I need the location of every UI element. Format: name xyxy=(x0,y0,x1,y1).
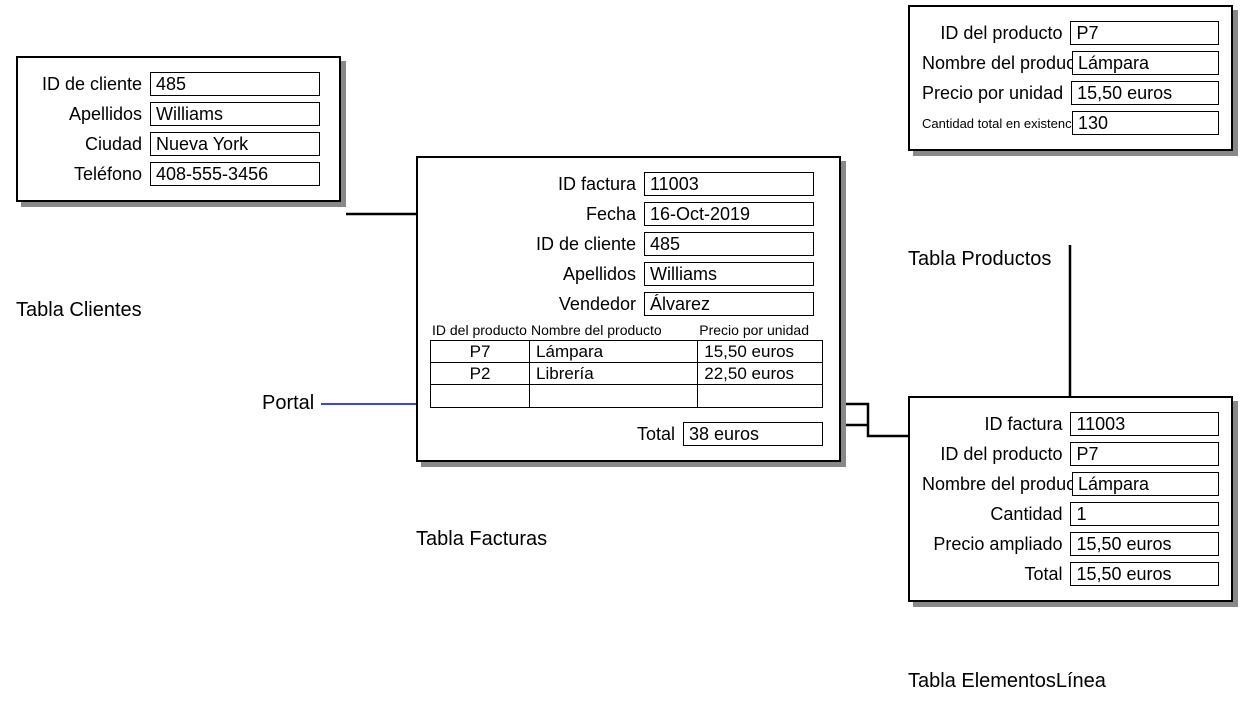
facturas-row-0: ID factura11003 xyxy=(424,172,823,196)
facturas-row-1: Fecha16-Oct-2019 xyxy=(424,202,823,226)
clientes-label-3: Teléfono xyxy=(30,164,150,185)
productos-value-1: Lámpara xyxy=(1072,51,1219,75)
elementos-row-4: Precio ampliado15,50 euros xyxy=(922,532,1219,556)
portal-row-0: P7Lámpara15,50 euros xyxy=(431,341,822,363)
clientes-value-1: Williams xyxy=(150,102,320,126)
elementos-label-4: Precio ampliado xyxy=(922,534,1070,555)
elementos-value-2: Lámpara xyxy=(1072,472,1219,496)
clientes-value-0: 485 xyxy=(150,72,320,96)
portal-header-0: ID del producto xyxy=(432,322,531,338)
portal-header-1: Nombre del producto xyxy=(531,322,699,338)
elementos-label-0: ID factura xyxy=(922,414,1070,435)
portal-headers: ID del producto Nombre del producto Prec… xyxy=(424,322,823,338)
facturas-label-4: Vendedor xyxy=(524,294,644,315)
facturas-label-3: Apellidos xyxy=(524,264,644,285)
caption-facturas: Tabla Facturas xyxy=(416,528,547,551)
productos-label-3: Cantidad total en existencias xyxy=(922,116,1072,131)
facturas-total-row: Total 38 euros xyxy=(424,422,823,446)
clientes-row-0: ID de cliente485 xyxy=(30,72,327,96)
elementos-row-2: Nombre del productoLámpara xyxy=(922,472,1219,496)
table-clientes: ID de cliente485ApellidosWilliamsCiudadN… xyxy=(16,56,341,202)
elementos-label-1: ID del producto xyxy=(922,444,1070,465)
clientes-row-3: Teléfono408-555-3456 xyxy=(30,162,327,186)
facturas-value-1: 16-Oct-2019 xyxy=(644,202,814,226)
table-facturas: ID factura11003Fecha16-Oct-2019ID de cli… xyxy=(416,156,841,462)
clientes-label-0: ID de cliente xyxy=(30,74,150,95)
elementos-label-2: Nombre del producto xyxy=(922,474,1072,495)
portal-row-2 xyxy=(431,385,822,407)
clientes-row-1: ApellidosWilliams xyxy=(30,102,327,126)
productos-row-1: Nombre del productoLámpara xyxy=(922,51,1219,75)
productos-row-0: ID del productoP7 xyxy=(922,21,1219,45)
facturas-label-2: ID de cliente xyxy=(524,234,644,255)
portal-cell-0-0: P7 xyxy=(431,341,530,363)
elementos-value-3: 1 xyxy=(1070,502,1219,526)
clientes-row-2: CiudadNueva York xyxy=(30,132,327,156)
elementos-value-4: 15,50 euros xyxy=(1070,532,1219,556)
portal-cell-1-0: P2 xyxy=(431,363,530,385)
facturas-total-value: 38 euros xyxy=(683,422,823,446)
facturas-value-3: Williams xyxy=(644,262,814,286)
elementos-row-5: Total15,50 euros xyxy=(922,562,1219,586)
portal-cell-0-1: Lámpara xyxy=(530,341,698,363)
productos-label-1: Nombre del producto xyxy=(922,53,1072,74)
productos-row-2: Precio por unidad15,50 euros xyxy=(922,81,1219,105)
caption-elementos: Tabla ElementosLínea xyxy=(908,670,1106,693)
caption-productos: Tabla Productos xyxy=(908,248,1051,271)
productos-value-3: 130 xyxy=(1072,111,1219,135)
elementos-value-0: 11003 xyxy=(1070,412,1219,436)
facturas-row-3: ApellidosWilliams xyxy=(424,262,823,286)
productos-label-2: Precio por unidad xyxy=(922,83,1071,104)
portal-row-1: P2Librería22,50 euros xyxy=(431,363,822,385)
portal-table: P7Lámpara15,50 eurosP2Librería22,50 euro… xyxy=(430,340,823,408)
clientes-label-2: Ciudad xyxy=(30,134,150,155)
table-elementos: ID factura11003ID del productoP7Nombre d… xyxy=(908,396,1233,602)
clientes-value-3: 408-555-3456 xyxy=(150,162,320,186)
elementos-value-5: 15,50 euros xyxy=(1070,562,1219,586)
portal-label: Portal xyxy=(262,392,314,415)
productos-value-2: 15,50 euros xyxy=(1071,81,1219,105)
portal-cell-1-2: 22,50 euros xyxy=(698,363,822,385)
elementos-value-1: P7 xyxy=(1070,442,1219,466)
elementos-row-0: ID factura11003 xyxy=(922,412,1219,436)
elementos-row-1: ID del productoP7 xyxy=(922,442,1219,466)
facturas-row-4: VendedorÁlvarez xyxy=(424,292,823,316)
portal-cell-2-1 xyxy=(530,385,698,407)
portal-cell-1-1: Librería xyxy=(530,363,698,385)
facturas-row-2: ID de cliente485 xyxy=(424,232,823,256)
productos-label-0: ID del producto xyxy=(922,23,1070,44)
portal-cell-2-2 xyxy=(698,385,822,407)
facturas-value-2: 485 xyxy=(644,232,814,256)
table-productos: ID del productoP7 Nombre del productoLámp… xyxy=(908,5,1233,151)
diagram-canvas: ID de cliente485ApellidosWilliamsCiudadN… xyxy=(0,0,1253,715)
facturas-total-label: Total xyxy=(637,424,683,445)
productos-value-0: P7 xyxy=(1070,21,1219,45)
productos-row-3: Cantidad total en existencias130 xyxy=(922,111,1219,135)
facturas-label-0: ID factura xyxy=(524,174,644,195)
portal-cell-0-2: 15,50 euros xyxy=(698,341,822,363)
elementos-label-3: Cantidad xyxy=(922,504,1070,525)
caption-clientes: Tabla Clientes xyxy=(16,299,142,322)
facturas-label-1: Fecha xyxy=(524,204,644,225)
facturas-value-4: Álvarez xyxy=(644,292,814,316)
elementos-row-3: Cantidad1 xyxy=(922,502,1219,526)
portal-header-2: Precio por unidad xyxy=(699,322,823,338)
clientes-value-2: Nueva York xyxy=(150,132,320,156)
portal-cell-2-0 xyxy=(431,385,530,407)
clientes-label-1: Apellidos xyxy=(30,104,150,125)
facturas-value-0: 11003 xyxy=(644,172,814,196)
elementos-label-5: Total xyxy=(922,564,1070,585)
